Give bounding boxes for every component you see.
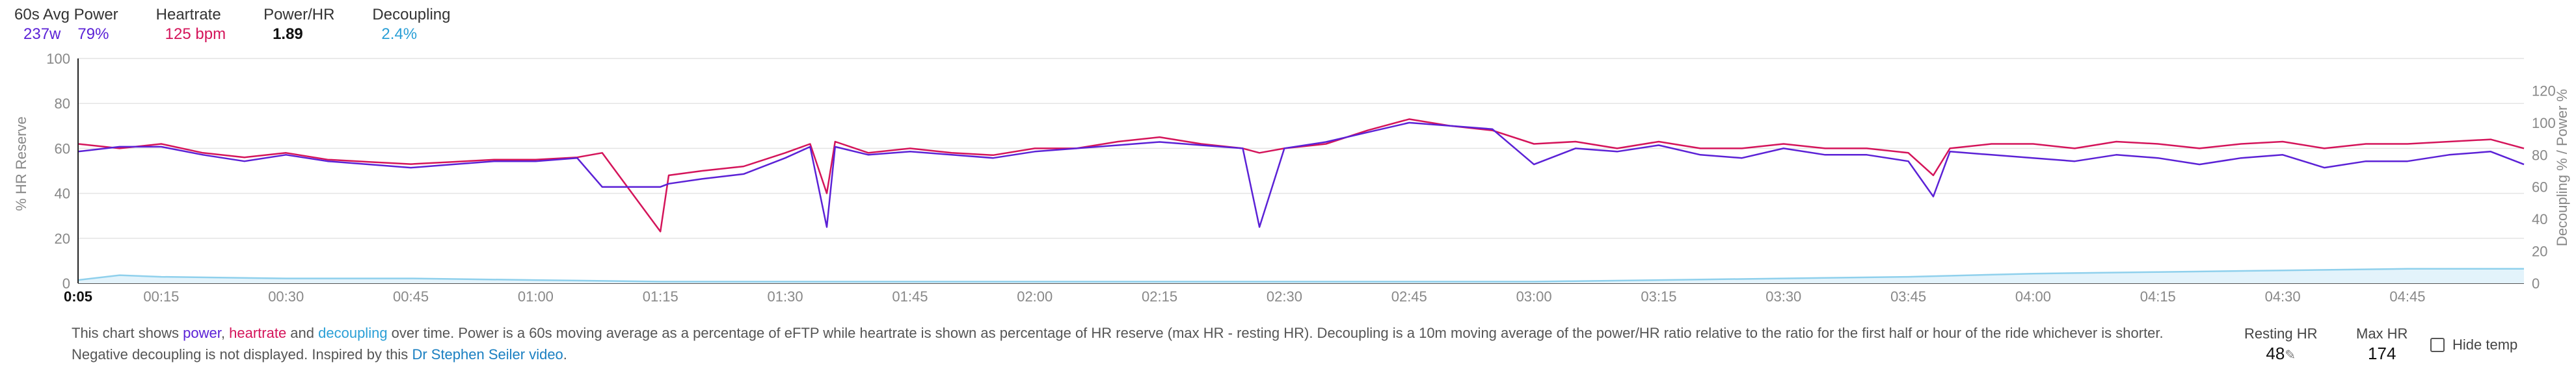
y2-tick-label: 0 [2532, 275, 2540, 292]
stat-ratio-value: 1.89 [273, 25, 303, 43]
series-power-line [77, 121, 2525, 228]
desc-text-1: This chart shows [72, 325, 183, 341]
desc-text-2: , [221, 325, 230, 341]
series-decoupling-line [77, 268, 2524, 283]
y2-tick-label: 80 [2532, 147, 2547, 163]
stat-power-watts: 237w [23, 25, 61, 43]
stat-decoupling: Decoupling 2.4% [372, 5, 450, 44]
y-axis-ticks: 0 20 40 60 80 100 [46, 51, 70, 292]
stat-ratio: Power/HR 1.89 [263, 5, 334, 44]
hide-temp-checkbox[interactable] [2430, 338, 2445, 352]
x-tick-label: 01:30 [768, 288, 803, 305]
y-tick-label: 60 [55, 140, 70, 157]
y2-tick-label: 120 [2532, 83, 2556, 99]
series-heartrate-line [77, 118, 2525, 233]
y-tick-label: 80 [55, 95, 70, 112]
seiler-video-link[interactable]: Dr Stephen Seiler video [412, 346, 563, 363]
x-tick-label: 02:45 [1391, 288, 1427, 305]
x-tick-label: 02:15 [1142, 288, 1177, 305]
x-tick-label: 0:05 [64, 288, 92, 305]
y-axis-label: % HR Reserve [13, 116, 29, 210]
x-tick-label: 04:45 [2389, 288, 2425, 305]
resting-hr[interactable]: Resting HR 48✎ [2244, 325, 2317, 366]
y2-tick-label: 40 [2532, 211, 2547, 227]
desc-text-3: and [286, 325, 319, 341]
y2-axis-label: Decoupling % / Power % [2554, 89, 2570, 246]
x-tick-label: 02:00 [1017, 288, 1053, 305]
resting-hr-value: 48 [2266, 344, 2285, 363]
y2-axis-ticks: 0 20 40 60 80 100 120 [2532, 83, 2556, 292]
resting-hr-label: Resting HR [2244, 325, 2318, 342]
chart-description: This chart shows power, heartrate and de… [72, 322, 2186, 365]
stat-decoupling-label: Decoupling [372, 6, 451, 23]
chart-series [77, 118, 2525, 283]
stat-power-label: 60s Avg Power [14, 6, 118, 23]
y2-tick-label: 100 [2532, 115, 2556, 131]
y-tick-label: 40 [55, 186, 70, 202]
y-tick-label: 0 [62, 275, 70, 292]
desc-power: power [183, 325, 221, 341]
stat-power-pct: 79% [77, 25, 109, 43]
stat-heartrate: Heartrate 125 bpm [156, 5, 226, 44]
y2-tick-label: 60 [2532, 179, 2547, 196]
x-tick-label: 00:45 [393, 288, 429, 305]
max-hr-value: 174 [2368, 344, 2396, 363]
stat-heartrate-value: 125 bpm [165, 25, 226, 43]
desc-text-5: . [563, 346, 567, 363]
stat-power: 60s Avg Power 237w 79% [14, 5, 118, 44]
y2-tick-label: 20 [2532, 244, 2547, 260]
hide-temp-toggle[interactable]: Hide temp [2430, 337, 2517, 353]
x-tick-label: 03:45 [1890, 288, 1926, 305]
x-tick-label: 03:30 [1765, 288, 1801, 305]
series-decoupling-area [78, 268, 2524, 283]
desc-text-4: over time. Power is a 60s moving average… [72, 325, 2164, 363]
y-tick-label: 100 [46, 51, 70, 67]
max-hr-label: Max HR [2356, 325, 2408, 342]
hide-temp-label: Hide temp [2452, 337, 2518, 353]
desc-decoupling: decoupling [318, 325, 388, 341]
x-tick-label: 04:00 [2015, 288, 2051, 305]
stat-heartrate-label: Heartrate [155, 6, 221, 23]
x-tick-label: 01:45 [892, 288, 928, 305]
x-tick-label: 01:00 [518, 288, 554, 305]
x-tick-label: 02:30 [1267, 288, 1302, 305]
stat-ratio-label: Power/HR [263, 6, 335, 23]
x-tick-label: 03:00 [1516, 288, 1552, 305]
max-hr: Max HR 174 [2356, 325, 2408, 364]
stats-header: 60s Avg Power 237w 79% Heartrate 125 bpm… [14, 5, 451, 44]
stat-decoupling-value: 2.4% [381, 25, 418, 43]
x-axis-ticks: 0:05 00:15 00:30 00:45 01:00 01:15 01:30 01:45 0… [64, 288, 2426, 305]
x-tick-label: 00:30 [268, 288, 304, 305]
desc-heartrate: heartrate [229, 325, 287, 341]
chart-grid [77, 58, 2524, 284]
x-tick-label: 04:15 [2140, 288, 2176, 305]
y-tick-label: 20 [55, 231, 70, 247]
x-tick-label: 00:15 [143, 288, 179, 305]
x-tick-label: 04:30 [2265, 288, 2301, 305]
pencil-icon[interactable]: ✎ [2285, 348, 2296, 363]
x-tick-label: 03:15 [1641, 288, 1676, 305]
x-tick-label: 01:15 [643, 288, 678, 305]
